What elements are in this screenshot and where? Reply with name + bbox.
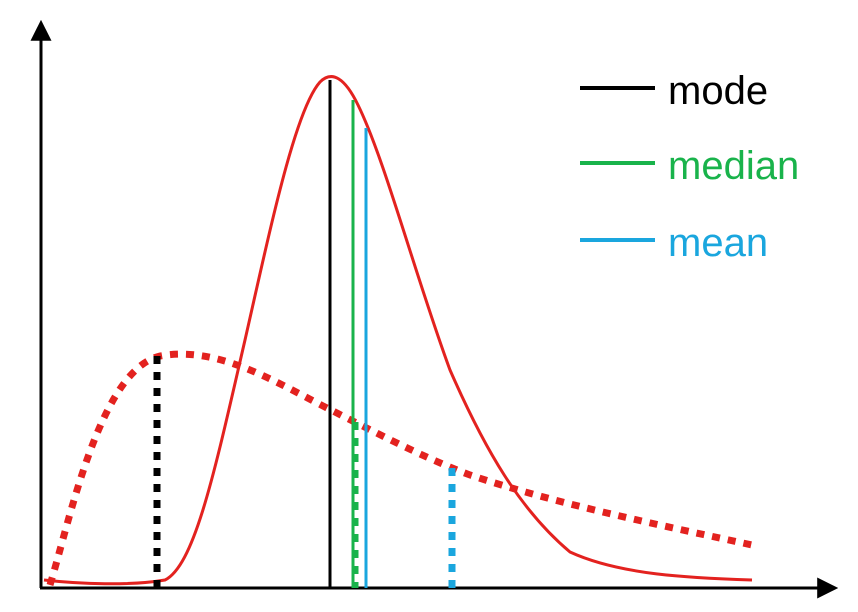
- solid-distribution-curve: [43, 75, 753, 586]
- legend-label-mean: mean: [668, 221, 768, 265]
- legend-label-mode: mode: [668, 69, 768, 113]
- dotted-distribution-curve: [46, 350, 753, 587]
- legend-item-mean: mean: [580, 221, 768, 265]
- legend: mode median mean: [580, 69, 799, 265]
- legend-label-median: median: [668, 144, 799, 188]
- legend-item-median: median: [580, 144, 799, 188]
- legend-item-mode: mode: [580, 69, 768, 113]
